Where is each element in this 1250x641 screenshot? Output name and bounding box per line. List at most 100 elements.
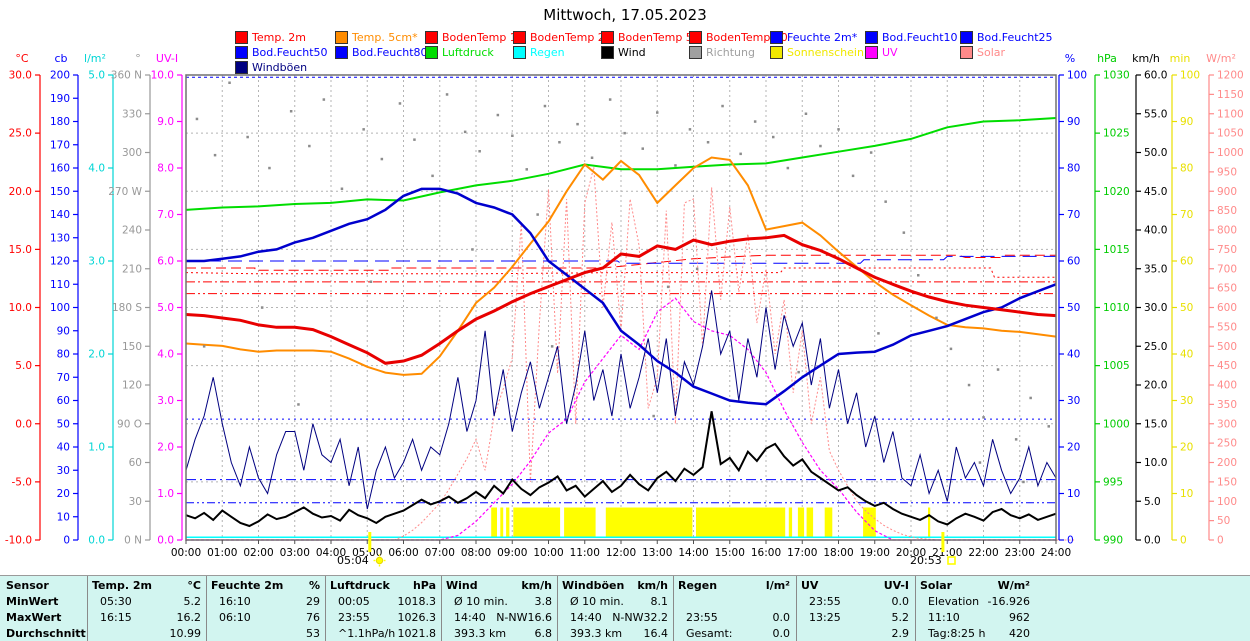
table-cell-value: 10.99 xyxy=(169,627,202,640)
axis-min: 0 10 20 30 40 50 60 70 80 90 100 min xyxy=(1170,52,1200,547)
legend-item-richtung: Richtung xyxy=(689,46,755,59)
svg-text:11:00: 11:00 xyxy=(570,547,600,559)
legend-swatch-icon xyxy=(513,46,526,59)
svg-text:130: 130 xyxy=(50,232,70,244)
sunrise-time: 05:04 xyxy=(337,554,369,567)
legend-item-sonnenschein: Sonnenschein xyxy=(770,46,864,59)
legend-item-uv: UV xyxy=(865,46,898,59)
table-cell-value: 962 xyxy=(1009,611,1030,624)
table-cell-value: -16.926 xyxy=(987,595,1030,608)
svg-text:550: 550 xyxy=(1217,321,1237,333)
table-column-separator xyxy=(796,576,797,641)
svg-text:06:00: 06:00 xyxy=(388,547,418,559)
legend-swatch-icon xyxy=(865,46,878,59)
svg-text:30: 30 xyxy=(1180,395,1193,407)
svg-text:270 W: 270 W xyxy=(108,186,142,198)
guide-bodentemp-10 xyxy=(186,254,1056,271)
svg-text:25.0: 25.0 xyxy=(9,128,32,140)
svg-text:60: 60 xyxy=(1180,256,1193,268)
svg-text:100: 100 xyxy=(1217,496,1237,508)
table-column-unit: °C xyxy=(187,579,201,592)
table-cell-value: 1026.3 xyxy=(397,611,437,624)
svg-text:40: 40 xyxy=(57,442,70,454)
axis-degC: -10.0 -5.0 0.0 5.0 10.0 15.0 20.0 25.0 30.0 °C xyxy=(5,52,41,547)
svg-text:04:00: 04:00 xyxy=(316,547,346,559)
svg-text:0.0: 0.0 xyxy=(88,535,105,547)
legend-item-temp-5cm-: Temp. 5cm* xyxy=(335,31,418,44)
svg-text:01:00: 01:00 xyxy=(207,547,237,559)
table-column-separator xyxy=(441,576,442,641)
table-cell-value: 16.4 xyxy=(643,627,669,640)
svg-text:0: 0 xyxy=(1217,535,1224,547)
legend-item-windb-en: Windböen xyxy=(235,61,307,74)
table-cell-value: 0.0 xyxy=(772,627,791,640)
svg-text:950: 950 xyxy=(1217,166,1237,178)
legend-item-label: Feuchte 2m* xyxy=(787,31,858,44)
svg-text:5.0: 5.0 xyxy=(1144,496,1161,508)
legend-item-label: BodenTemp 25 xyxy=(530,31,612,44)
legend-swatch-icon xyxy=(689,46,702,59)
svg-text:12:00: 12:00 xyxy=(606,547,636,559)
svg-text:80: 80 xyxy=(1180,163,1193,175)
svg-text:1.0: 1.0 xyxy=(88,442,105,454)
svg-text:1025: 1025 xyxy=(1103,128,1130,140)
svg-text:1010: 1010 xyxy=(1103,302,1130,314)
table-cell-label: 14:40 N-NW xyxy=(570,611,644,624)
legend-swatch-icon xyxy=(425,46,438,59)
svg-text:02:00: 02:00 xyxy=(243,547,273,559)
legend-item-bodentemp-50: BodenTemp 50 xyxy=(601,31,700,44)
legend-swatch-icon xyxy=(425,31,438,44)
svg-text:-10.0: -10.0 xyxy=(5,535,32,547)
legend-swatch-icon xyxy=(960,31,973,44)
svg-text:140: 140 xyxy=(50,209,70,221)
legend-item-label: Bod.Feucht10 xyxy=(882,31,958,44)
axis-cb: 0 10 20 30 40 50 60 70 80 90 100 110 120 130 140 150 160… xyxy=(50,52,79,547)
table-cell-value: 420 xyxy=(1009,627,1030,640)
svg-text:05:00: 05:00 xyxy=(352,547,382,559)
svg-text:150: 150 xyxy=(50,186,70,198)
svg-text:50.0: 50.0 xyxy=(1144,147,1167,159)
legend-item-temp-2m: Temp. 2m xyxy=(235,31,306,44)
svg-text:0.0: 0.0 xyxy=(15,418,32,430)
table-cell-value: 16.2 xyxy=(176,611,202,624)
svg-text:1020: 1020 xyxy=(1103,186,1130,198)
chart-canvas: -10.0 -5.0 0.0 5.0 10.0 15.0 20.0 25.0 30.0 °C 0 10… xyxy=(5,52,1244,559)
svg-text:%: % xyxy=(1065,52,1075,65)
table-column-name: Feuchte 2m xyxy=(211,579,284,592)
sunset-time: 20:53 xyxy=(910,554,942,567)
table-column-separator xyxy=(557,576,558,641)
svg-text:90 O: 90 O xyxy=(117,418,142,430)
table-row-label: MaxWert xyxy=(6,611,62,624)
svg-text:250: 250 xyxy=(1217,438,1237,450)
svg-text:1050: 1050 xyxy=(1217,128,1244,140)
legend-item-bod-feucht50: Bod.Feucht50 xyxy=(235,46,328,59)
svg-text:350: 350 xyxy=(1217,399,1237,411)
svg-text:120: 120 xyxy=(122,380,142,392)
svg-text:15.0: 15.0 xyxy=(1144,418,1167,430)
svg-text:90: 90 xyxy=(57,325,70,337)
svg-text:07:00: 07:00 xyxy=(425,547,455,559)
svg-text:l/m²: l/m² xyxy=(84,52,106,65)
svg-text:0: 0 xyxy=(1067,535,1074,547)
legend-item-bod-feucht25: Bod.Feucht25 xyxy=(960,31,1053,44)
svg-text:10: 10 xyxy=(1067,488,1080,500)
legend-item-bodentemp-25: BodenTemp 25 xyxy=(513,31,612,44)
sunset-icon xyxy=(946,556,956,565)
guide-bodentemp-25 xyxy=(185,267,1056,278)
svg-text:110: 110 xyxy=(50,279,70,291)
series-temp-2m xyxy=(185,233,1057,365)
svg-text:80: 80 xyxy=(1067,163,1080,175)
svg-text:1015: 1015 xyxy=(1103,244,1130,256)
sunrise-label: 05:04 xyxy=(337,554,386,567)
table-row-label: Sensor xyxy=(6,579,49,592)
svg-text:600: 600 xyxy=(1217,302,1237,314)
table-cell-value: 32.2 xyxy=(643,611,669,624)
legend-item-label: Regen xyxy=(530,46,565,59)
table-cell-label: 393.3 km xyxy=(570,627,623,640)
svg-text:30: 30 xyxy=(1067,395,1080,407)
svg-text:60: 60 xyxy=(129,457,142,469)
svg-text:70: 70 xyxy=(1180,209,1193,221)
legend-swatch-icon xyxy=(770,46,783,59)
table-column-separator xyxy=(915,576,916,641)
